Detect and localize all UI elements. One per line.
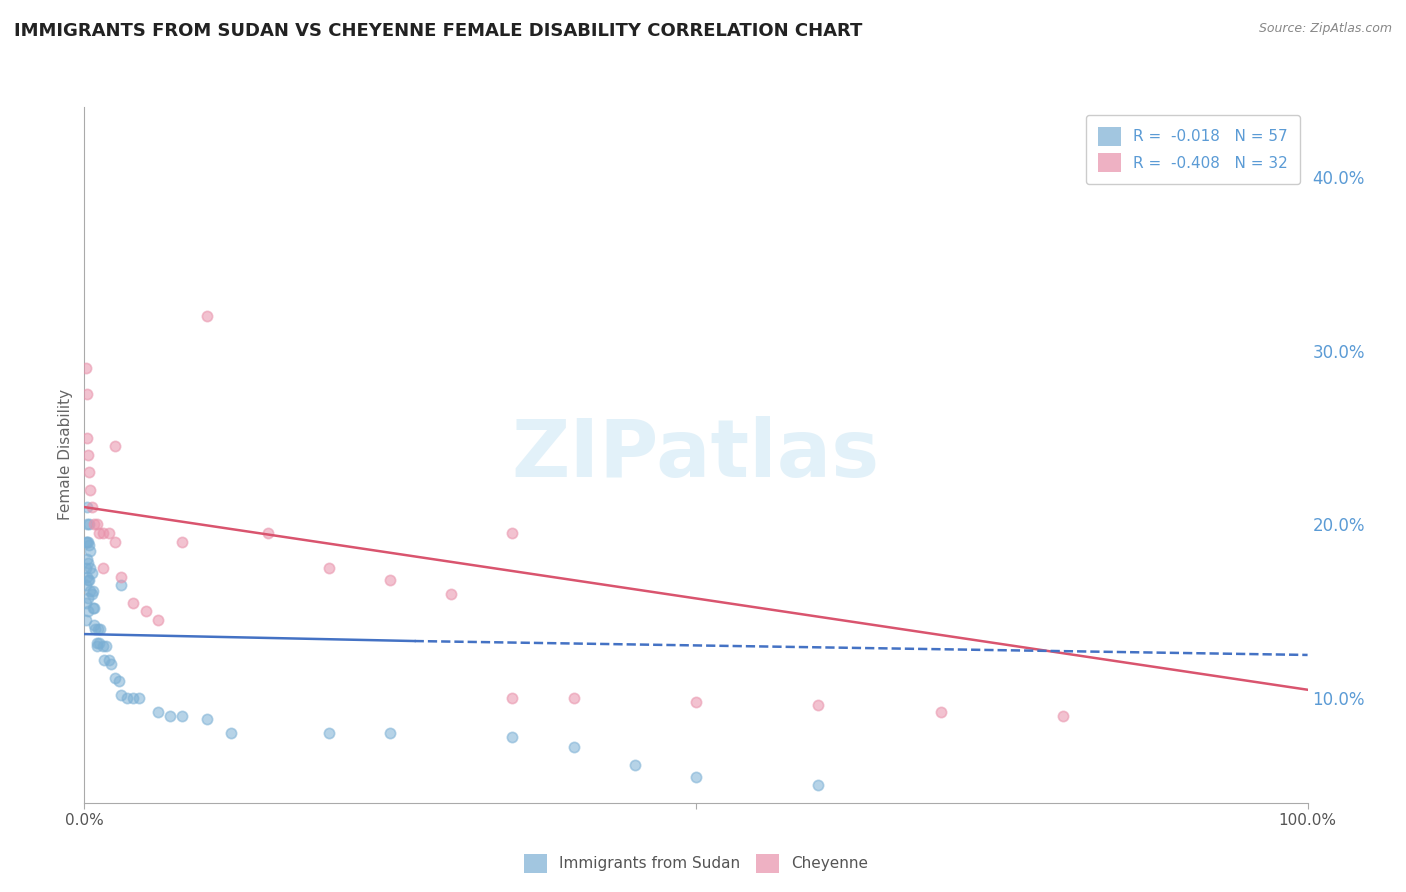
Point [685, 695, 707, 709]
Point [624, 757, 647, 772]
Point [75, 578, 97, 592]
Point [79, 583, 101, 598]
Point [440, 587, 463, 601]
Point [83, 517, 105, 532]
Point [219, 726, 242, 740]
Point [87, 526, 110, 541]
Point [76, 552, 98, 566]
Point [86, 517, 108, 532]
Point [76, 570, 98, 584]
Point [77, 517, 100, 532]
Point [100, 657, 122, 671]
Point [75, 613, 97, 627]
Point [87, 622, 110, 636]
Point [104, 671, 127, 685]
Point [807, 698, 830, 713]
Point [93, 653, 115, 667]
Point [76, 534, 98, 549]
Point [77, 573, 100, 587]
Point [502, 526, 524, 541]
Point [77, 556, 100, 570]
Point [82, 601, 104, 615]
Point [318, 561, 340, 575]
Point [380, 573, 402, 587]
Point [75, 561, 97, 575]
Point [128, 691, 150, 706]
Point [91, 561, 114, 575]
Point [562, 691, 585, 706]
Point [75, 596, 97, 610]
Text: ZIPatlas: ZIPatlas [512, 416, 880, 494]
Point [172, 534, 194, 549]
Point [1052, 708, 1074, 723]
Point [75, 361, 97, 376]
Point [75, 534, 97, 549]
Point [84, 622, 107, 636]
Point [257, 526, 280, 541]
Text: IMMIGRANTS FROM SUDAN VS CHEYENNE FEMALE DISABILITY CORRELATION CHART: IMMIGRANTS FROM SUDAN VS CHEYENNE FEMALE… [14, 22, 862, 40]
Point [685, 770, 707, 784]
Point [929, 706, 952, 720]
Point [122, 596, 145, 610]
Point [86, 639, 108, 653]
Point [76, 387, 98, 401]
Point [502, 691, 524, 706]
Point [135, 605, 157, 619]
Point [502, 730, 524, 744]
Point [76, 500, 98, 514]
Point [104, 534, 127, 549]
Point [87, 636, 110, 650]
Point [77, 591, 100, 605]
Point [77, 448, 100, 462]
Y-axis label: Female Disability: Female Disability [58, 389, 73, 521]
Point [76, 517, 98, 532]
Point [77, 466, 100, 480]
Point [110, 688, 132, 702]
Point [77, 573, 100, 587]
Point [77, 605, 100, 619]
Point [86, 636, 108, 650]
Point [807, 778, 830, 792]
Point [110, 570, 132, 584]
Point [97, 526, 120, 541]
Point [79, 543, 101, 558]
Point [91, 526, 114, 541]
Point [115, 691, 138, 706]
Point [80, 500, 103, 514]
Point [97, 653, 120, 667]
Point [96, 639, 118, 653]
Point [77, 534, 100, 549]
Point [80, 566, 103, 581]
Point [77, 538, 100, 552]
Point [195, 309, 218, 323]
Point [107, 674, 129, 689]
Point [79, 483, 101, 497]
Point [146, 613, 169, 627]
Point [146, 706, 169, 720]
Point [83, 601, 105, 615]
Point [195, 712, 218, 726]
Point [159, 708, 181, 723]
Point [89, 622, 111, 636]
Point [82, 583, 104, 598]
Point [172, 708, 194, 723]
Point [380, 726, 402, 740]
Point [80, 587, 103, 601]
Point [83, 618, 105, 632]
Point [110, 578, 132, 592]
Point [318, 726, 340, 740]
Point [91, 639, 114, 653]
Point [76, 430, 98, 444]
Point [562, 740, 585, 755]
Point [104, 439, 127, 453]
Legend: Immigrants from Sudan, Cheyenne: Immigrants from Sudan, Cheyenne [517, 847, 875, 879]
Point [79, 561, 101, 575]
Point [122, 691, 145, 706]
Text: Source: ZipAtlas.com: Source: ZipAtlas.com [1258, 22, 1392, 36]
